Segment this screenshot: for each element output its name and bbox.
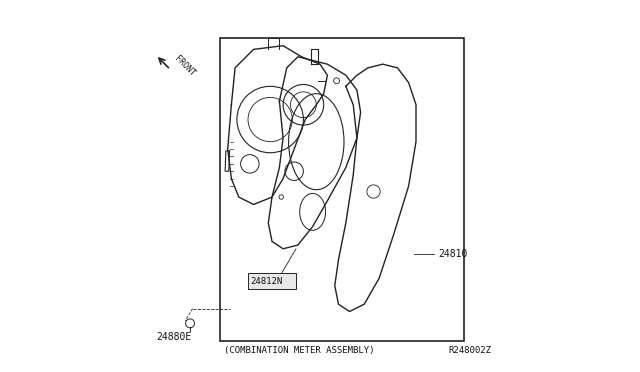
Text: 24810: 24810 <box>438 249 468 259</box>
Text: R248002Z: R248002Z <box>449 346 492 355</box>
Text: 24812N: 24812N <box>250 277 282 286</box>
Text: FRONT: FRONT <box>172 54 196 78</box>
Text: (COMBINATION METER ASSEMBLY): (COMBINATION METER ASSEMBLY) <box>225 346 375 355</box>
Bar <box>248 273 296 289</box>
Bar <box>220 38 464 341</box>
Text: 24880E: 24880E <box>157 332 192 342</box>
